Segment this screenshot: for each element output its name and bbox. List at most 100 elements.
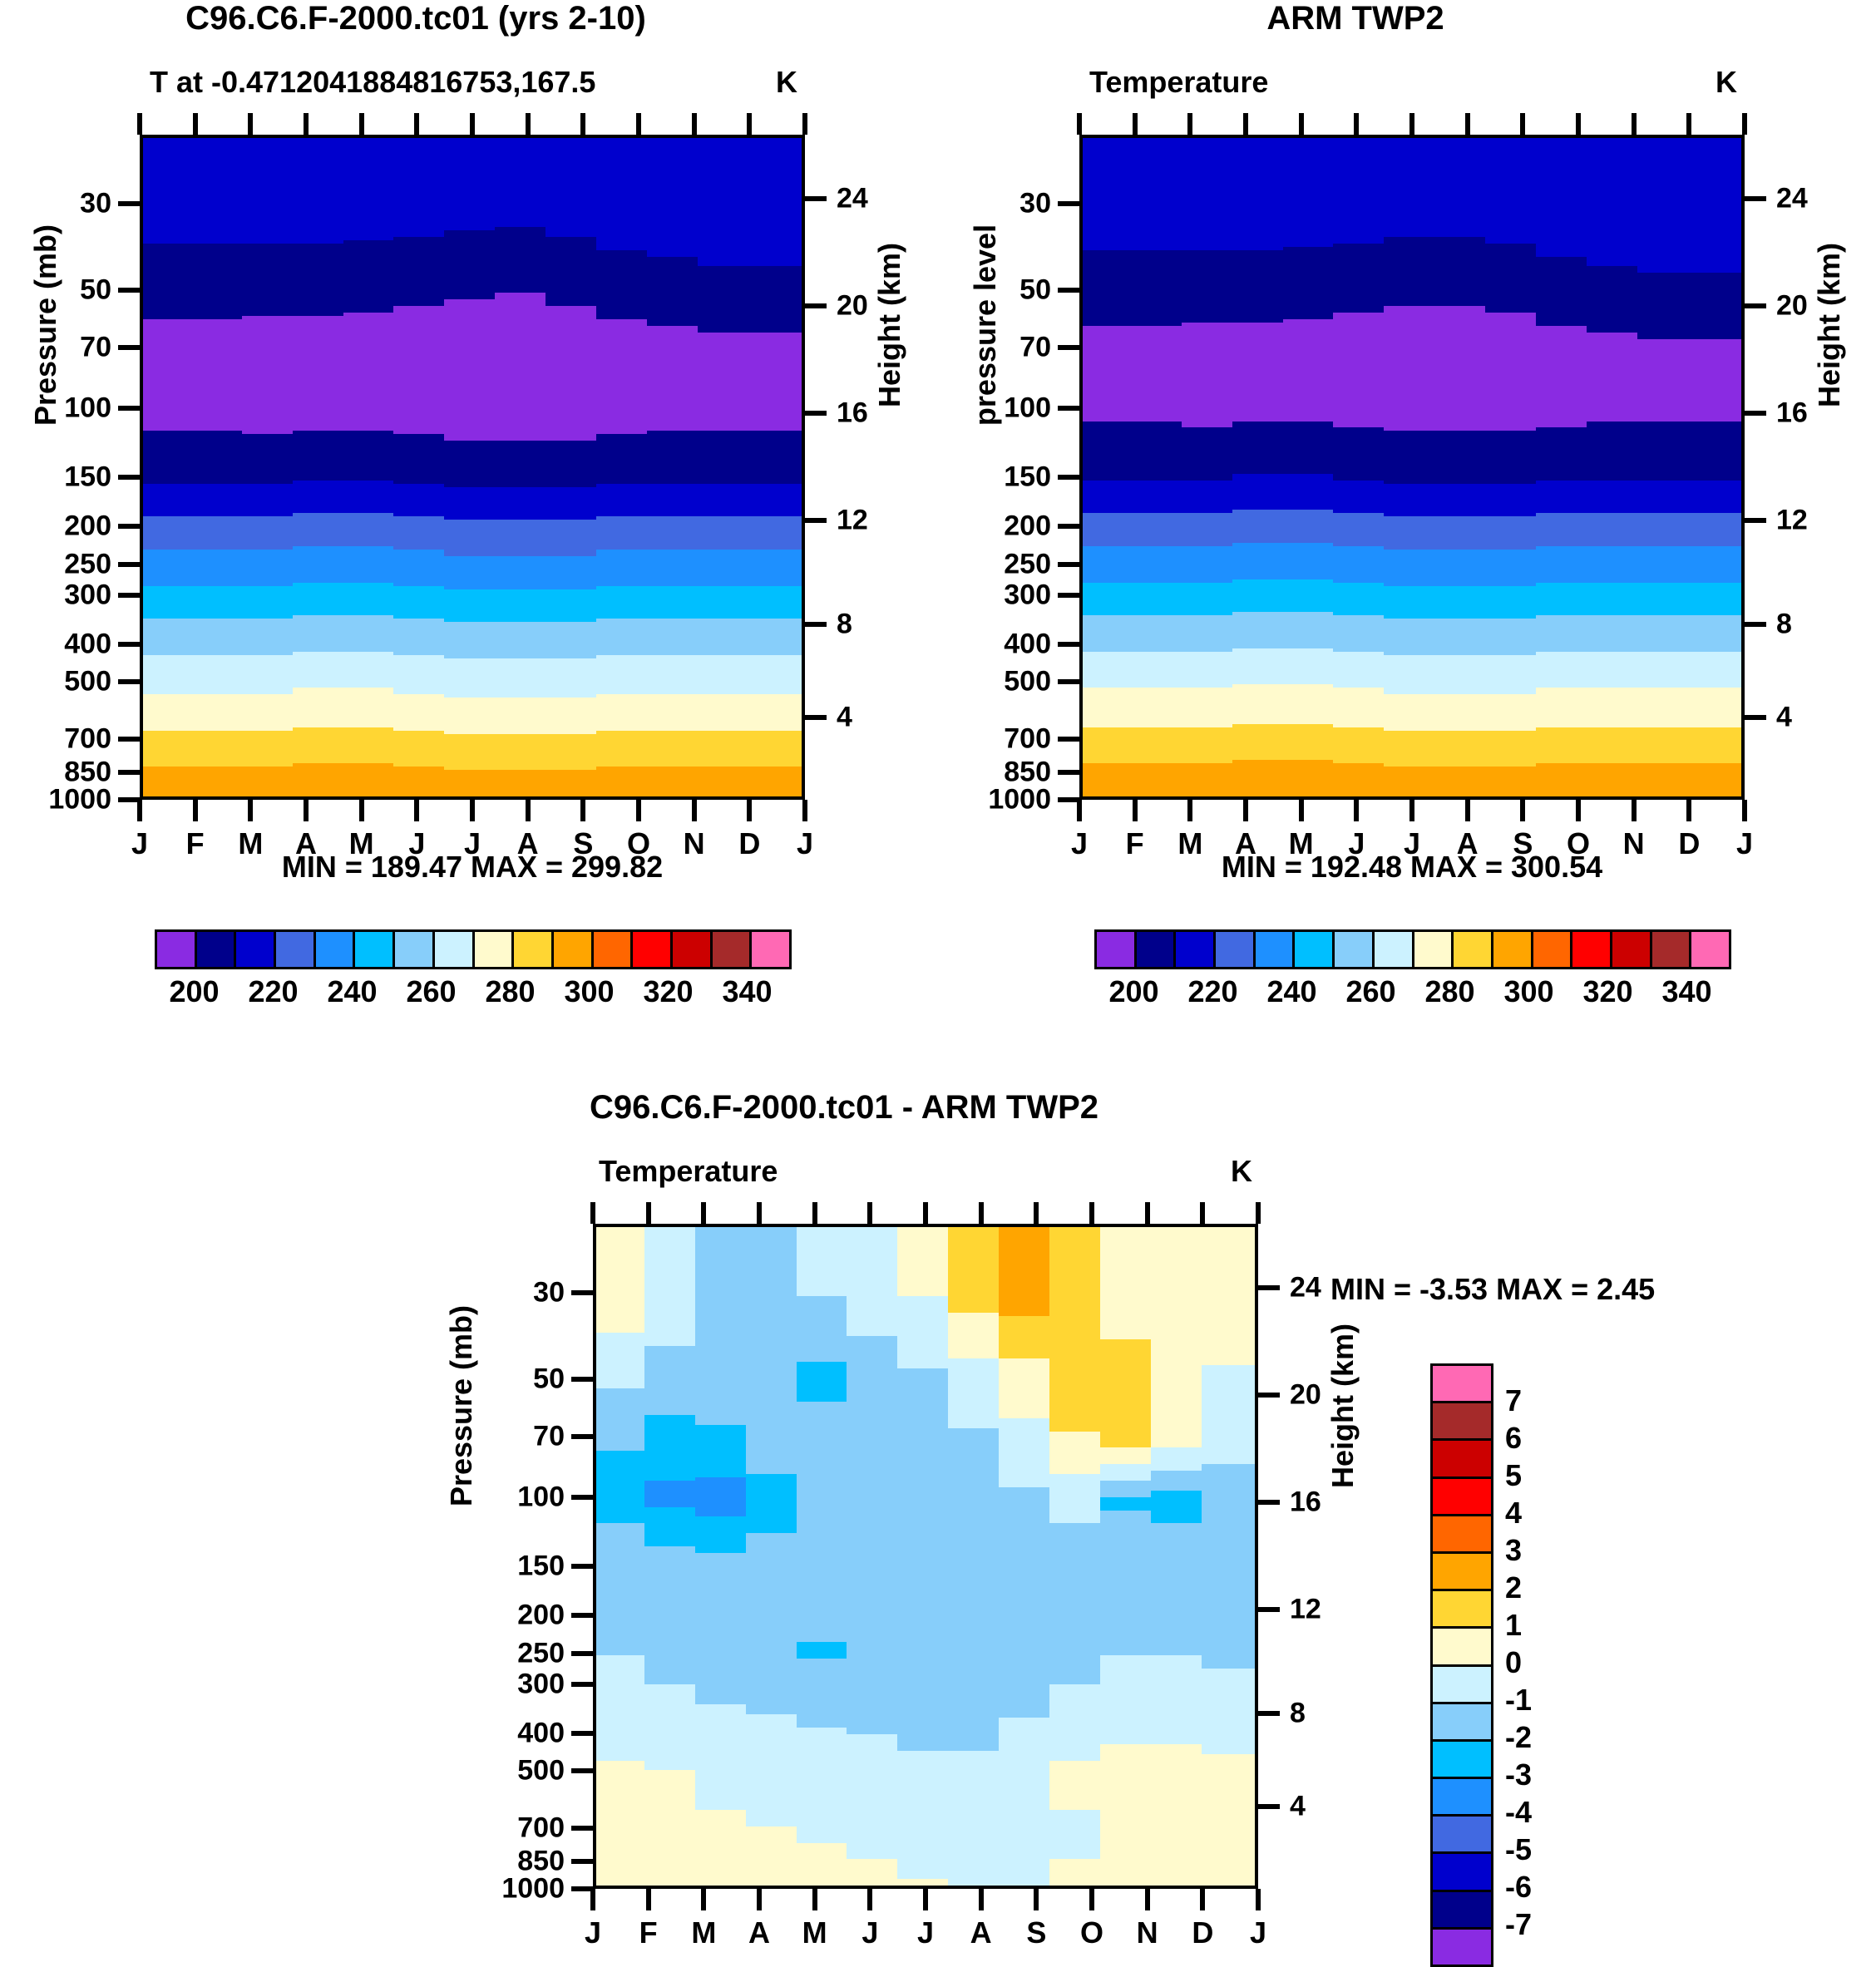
colorbar-swatch[interactable] (593, 932, 634, 967)
contour-band (694, 1809, 751, 1886)
colorbar-swatch[interactable] (1433, 1779, 1491, 1817)
contour-band (596, 1760, 650, 1886)
colorbar-swatch[interactable] (1493, 932, 1533, 967)
colorbar-swatch[interactable] (1433, 1516, 1491, 1554)
colorbar-swatch[interactable] (315, 932, 356, 967)
colorbar-swatch[interactable] (236, 932, 277, 967)
colorbar-swatch[interactable] (1433, 1553, 1491, 1592)
height-tick-label: 24 (1290, 1271, 1321, 1304)
colorbar-swatch[interactable] (712, 932, 753, 967)
colorbar-swatch[interactable] (474, 932, 515, 967)
colorbar-tick-label: -6 (1505, 1870, 1533, 1904)
colorbar-swatch[interactable] (752, 932, 789, 967)
contour-band (190, 654, 247, 698)
colorbar-swatch[interactable] (672, 932, 713, 967)
colorbar-tick-label: 300 (564, 974, 615, 1008)
colorbar-swatch[interactable] (1691, 932, 1729, 967)
diff-colorbar[interactable] (1430, 1363, 1493, 1967)
month-tick-top (414, 113, 420, 135)
colorbar-swatch[interactable] (553, 932, 594, 967)
contour-band (1130, 513, 1187, 550)
colorbar-swatch[interactable] (1433, 1403, 1491, 1442)
colorbar-swatch[interactable] (1216, 932, 1256, 967)
contour-band (1333, 727, 1390, 768)
contour-band (190, 767, 247, 796)
contour-band (292, 688, 348, 732)
pressure-tick-label: 50 (1019, 274, 1051, 306)
colorbar-swatch[interactable] (1533, 932, 1573, 967)
obs-colorbar[interactable] (1094, 929, 1731, 969)
model-colorbar[interactable] (155, 929, 792, 969)
pressure-tick (118, 737, 140, 742)
model-plot-area[interactable] (140, 135, 805, 800)
colorbar-swatch[interactable] (1136, 932, 1177, 967)
contour-band (1130, 480, 1187, 518)
pressure-tick (571, 1858, 593, 1864)
month-label: J (1403, 826, 1421, 860)
pressure-tick (118, 345, 140, 351)
colorbar-swatch[interactable] (1374, 932, 1414, 967)
contour-band (796, 1401, 852, 1646)
colorbar-swatch[interactable] (1454, 932, 1493, 967)
obs-plot-area[interactable] (1079, 135, 1745, 800)
colorbar-tick-label: 3 (1505, 1533, 1523, 1567)
pressure-tick-label: 50 (80, 274, 111, 306)
model-panel-title: C96.C6.F-2000.tc01 (yrs 2-10) (185, 0, 646, 37)
colorbar-swatch[interactable] (1433, 1817, 1491, 1855)
colorbar-swatch[interactable] (1433, 1666, 1491, 1704)
height-tick (805, 621, 827, 627)
colorbar-swatch[interactable] (395, 932, 435, 967)
contour-band (292, 243, 348, 320)
colorbar-swatch[interactable] (1433, 1854, 1491, 1892)
colorbar-swatch[interactable] (1433, 1629, 1491, 1667)
contour-band (847, 1227, 903, 1340)
contour-band (697, 516, 754, 554)
pressure-tick-label: 850 (517, 1845, 565, 1877)
colorbar-swatch[interactable] (355, 932, 396, 967)
colorbar-swatch[interactable] (1433, 1741, 1491, 1780)
contour-band (897, 1296, 954, 1373)
contour-band (1384, 730, 1440, 772)
contour-band (1384, 619, 1440, 659)
colorbar-swatch[interactable] (1414, 932, 1454, 967)
contour-band (694, 1424, 751, 1481)
colorbar-swatch[interactable] (1651, 932, 1692, 967)
contour-band (1536, 688, 1592, 732)
colorbar-swatch[interactable] (1433, 1929, 1491, 1965)
contour-column (1049, 1227, 1106, 1886)
diff-plot-area[interactable] (593, 1224, 1258, 1889)
colorbar-swatch[interactable] (1433, 1366, 1491, 1404)
contour-band (1181, 138, 1237, 254)
colorbar-swatch[interactable] (196, 932, 237, 967)
colorbar-tick-label: 2 (1505, 1570, 1523, 1605)
contour-band (1485, 516, 1542, 554)
contour-band (748, 138, 802, 271)
contour-band (1333, 688, 1390, 732)
colorbar-swatch[interactable] (1433, 1478, 1491, 1516)
colorbar-swatch[interactable] (1433, 1591, 1491, 1629)
contour-band (1130, 138, 1187, 254)
colorbar-tick-label: 220 (1187, 974, 1238, 1008)
pressure-tick (1058, 769, 1079, 775)
colorbar-swatch[interactable] (434, 932, 475, 967)
contour-band (343, 651, 399, 693)
colorbar-swatch[interactable] (514, 932, 554, 967)
colorbar-swatch[interactable] (1176, 932, 1217, 967)
colorbar-swatch[interactable] (1612, 932, 1652, 967)
colorbar-swatch[interactable] (1572, 932, 1612, 967)
contour-band (796, 1727, 852, 1847)
colorbar-swatch[interactable] (1433, 1703, 1491, 1742)
colorbar-swatch[interactable] (633, 932, 673, 967)
colorbar-swatch[interactable] (1255, 932, 1296, 967)
colorbar-swatch[interactable] (1335, 932, 1375, 967)
contour-band (143, 619, 197, 659)
colorbar-swatch[interactable] (1295, 932, 1335, 967)
colorbar-swatch[interactable] (157, 932, 197, 967)
colorbar-swatch[interactable] (1433, 1441, 1491, 1479)
contour-band (948, 1312, 1005, 1363)
colorbar-swatch[interactable] (1433, 1891, 1491, 1930)
contour-band (1434, 431, 1491, 488)
colorbar-swatch[interactable] (1097, 932, 1137, 967)
colorbar-swatch[interactable] (276, 932, 316, 967)
contour-band (748, 694, 802, 735)
